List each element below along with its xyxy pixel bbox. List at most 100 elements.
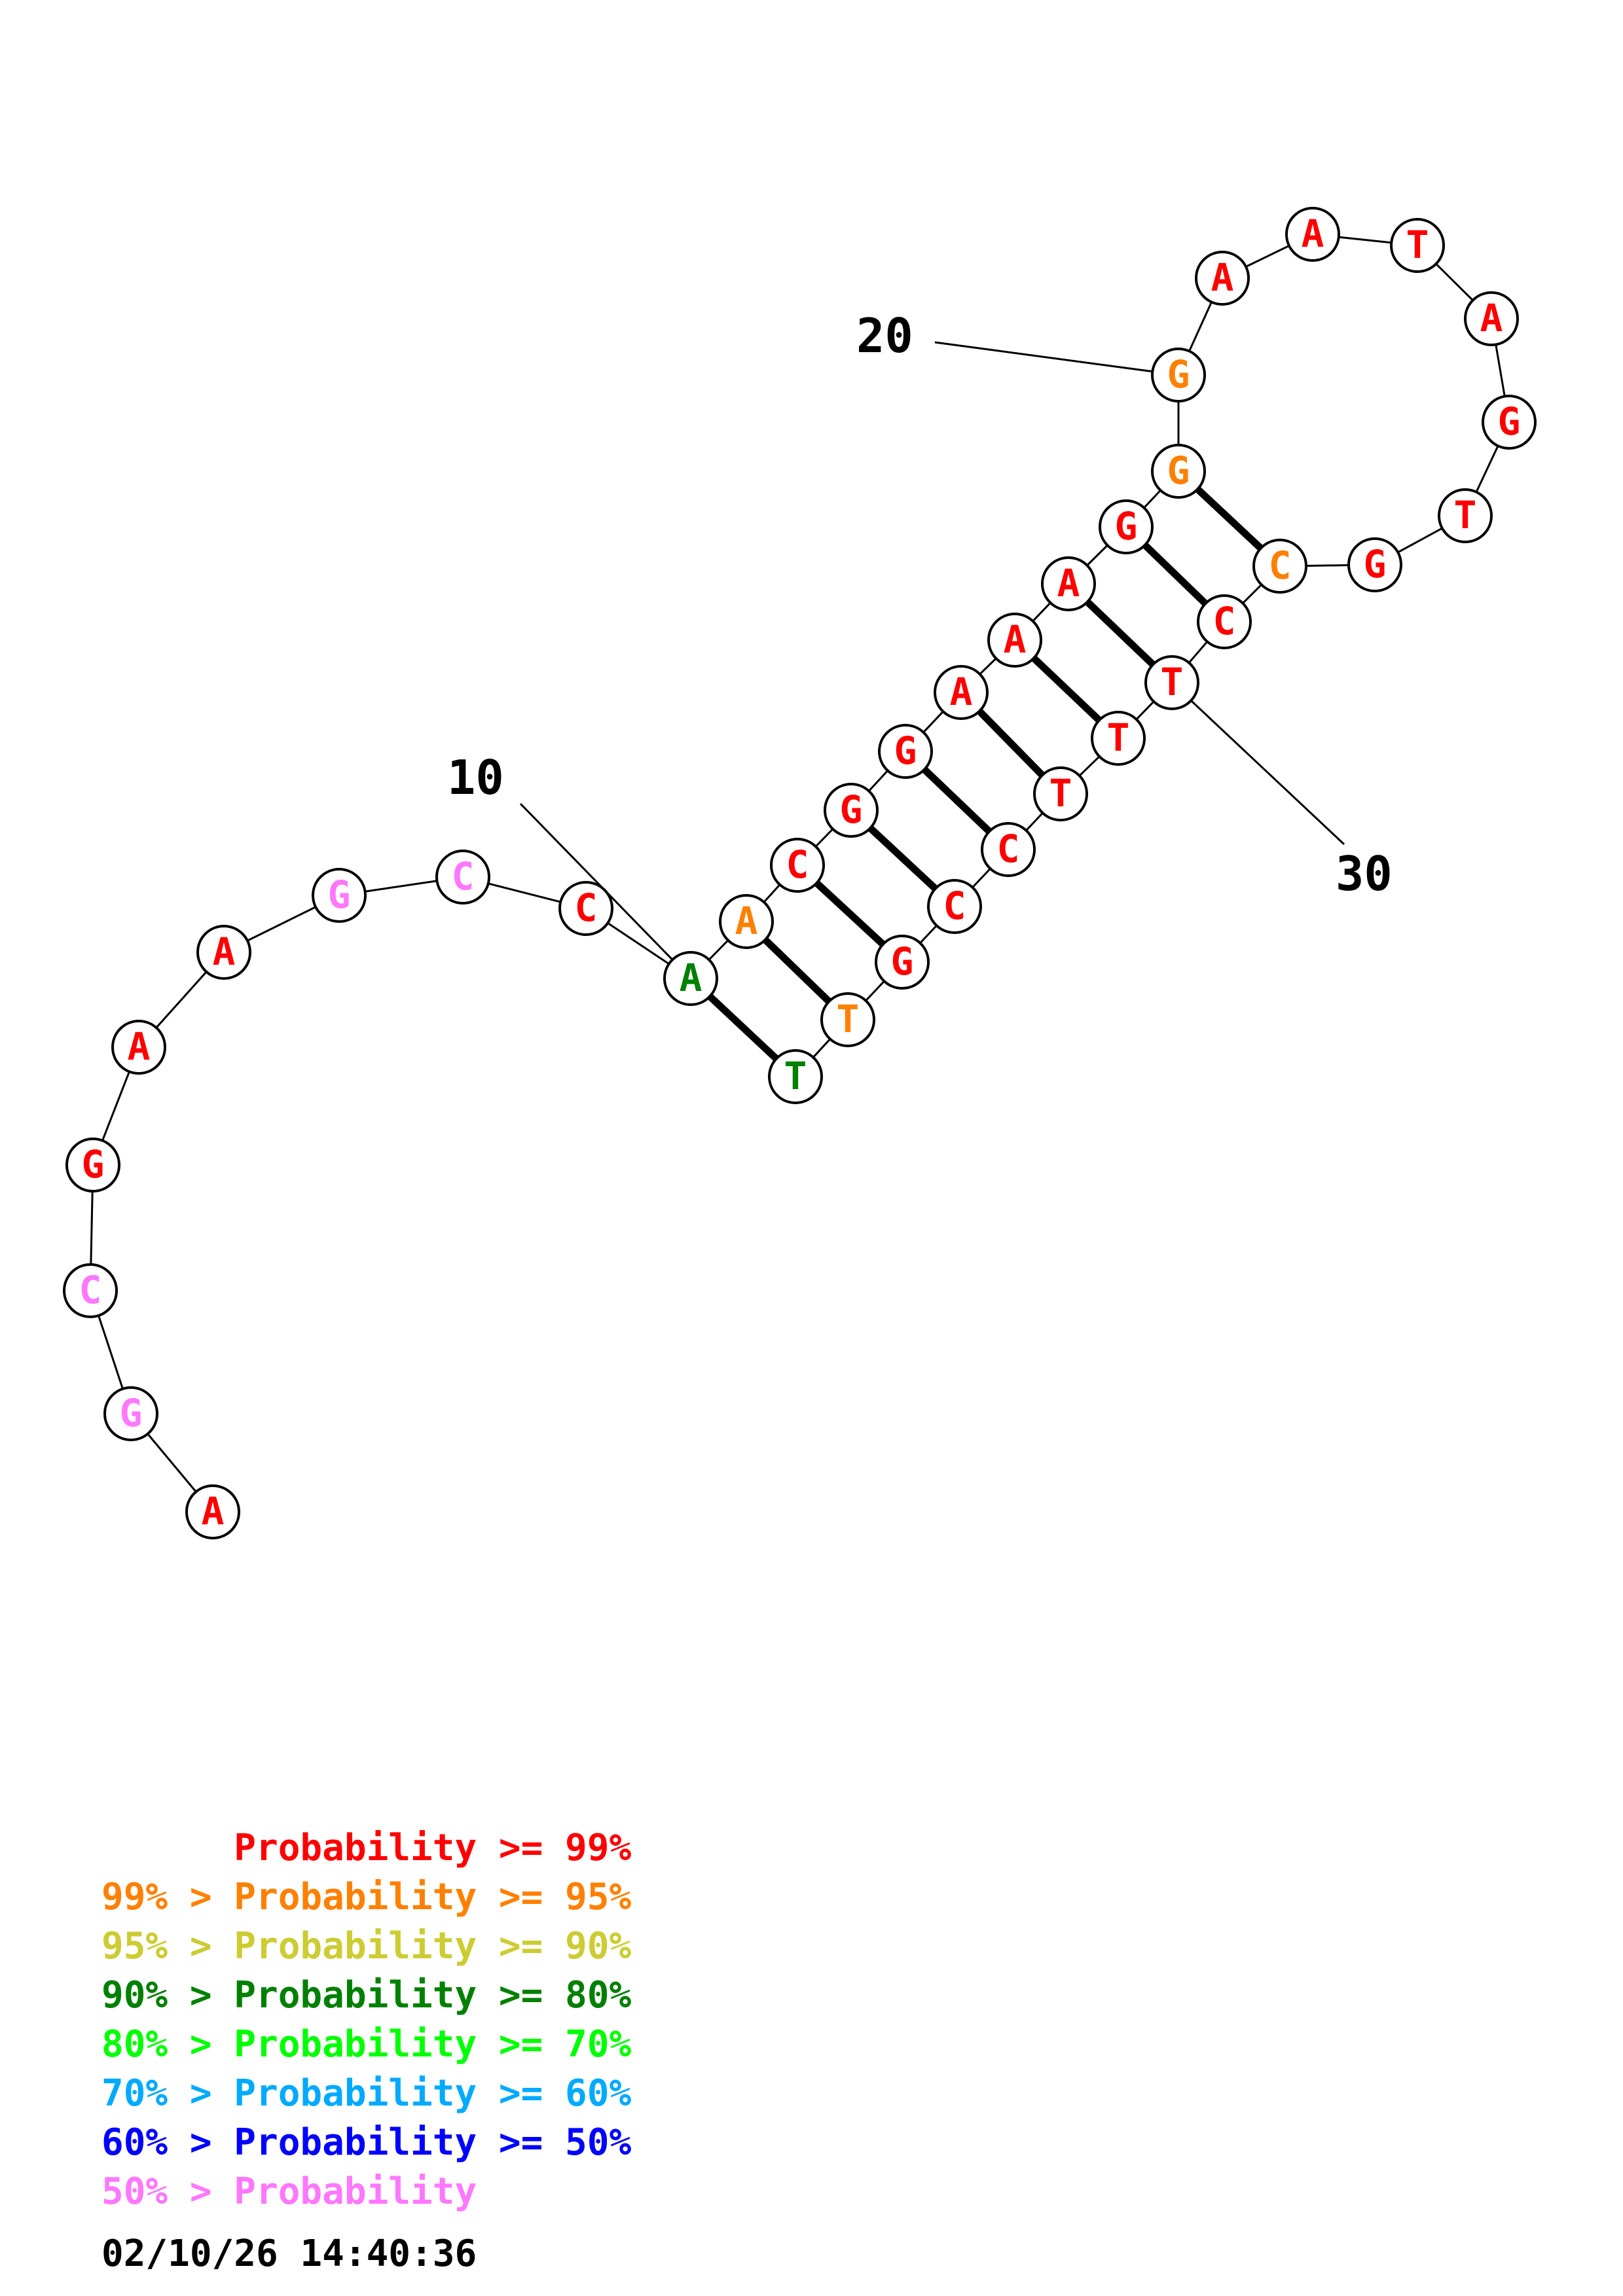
- position-label-30: 30: [1336, 846, 1393, 901]
- nucleotide-circle: [987, 613, 1042, 668]
- nucleotide-letter: T: [837, 997, 860, 1041]
- backbone-segment: [1475, 445, 1499, 493]
- nucleotide-letter: C: [943, 884, 966, 928]
- nucleotide-letter: C: [575, 886, 598, 930]
- nucleotide: G: [824, 783, 879, 838]
- nucleotide: C: [981, 822, 1036, 877]
- nucleotide-circle: [927, 879, 982, 934]
- base-pair-lines: [707, 486, 1264, 1062]
- nucleotide-circle: [1195, 251, 1250, 306]
- nucleotide-circle: [1482, 395, 1537, 450]
- backbone-segment: [1305, 564, 1349, 567]
- backbone-segment: [708, 939, 729, 961]
- backbone-segment: [1338, 236, 1392, 244]
- nucleotide-circle: [981, 822, 1036, 877]
- nucleotide-letter: A: [950, 670, 973, 714]
- backbone-segment: [865, 980, 885, 1001]
- nucleotide-letter: G: [894, 728, 917, 773]
- legend-line-p50: 60% > Probability >= 50%: [101, 2121, 631, 2164]
- nucleotide-letter: A: [735, 899, 758, 943]
- nucleotide-circle: [65, 1138, 120, 1193]
- nucleotide-letter: A: [680, 956, 702, 1000]
- nucleotide: C: [63, 1263, 118, 1318]
- nucleotide: T: [1144, 655, 1199, 710]
- backbone-segment: [1143, 490, 1161, 509]
- nucleotide: T: [1033, 766, 1088, 821]
- probability-legend: Probability >= 99% 99% > Probability >= …: [101, 1827, 631, 2213]
- backbone-lines: [90, 236, 1506, 1493]
- base-pair-line: [922, 766, 992, 834]
- nucleotide-circle: [768, 1049, 823, 1104]
- backbone-segment: [1435, 263, 1474, 301]
- nucleotide-circle: [934, 665, 989, 720]
- backbone-segment: [607, 922, 670, 965]
- nucleotide: A: [719, 894, 774, 949]
- legend-line-p80: 90% > Probability >= 80%: [101, 1974, 631, 2017]
- backbone-segment: [763, 884, 781, 903]
- backbone-segment: [972, 868, 991, 888]
- nucleotide-letter: G: [1498, 399, 1521, 444]
- legend-line-p70: 80% > Probability >= 70%: [101, 2023, 631, 2066]
- nucleotide-circle: [1091, 711, 1146, 766]
- backbone-segment: [812, 1038, 831, 1058]
- nucleotide: G: [1482, 395, 1537, 450]
- nucleotide-letter: A: [1302, 211, 1324, 256]
- nucleotide-circle: [820, 992, 875, 1047]
- nucleotide: A: [1195, 251, 1250, 306]
- nucleotide: T: [1438, 488, 1493, 543]
- nucleotide: A: [1285, 207, 1340, 262]
- nucleotide: G: [1151, 348, 1206, 403]
- nucleotide: A: [1041, 556, 1096, 611]
- nucleotide-letter: C: [997, 827, 1020, 871]
- nucleotide-letter: A: [1057, 561, 1080, 605]
- nucleotide-circle: [435, 850, 490, 905]
- nucleotide-circle: [1347, 537, 1402, 592]
- base-pair-line: [977, 708, 1045, 778]
- nucleotide-circle: [1099, 499, 1154, 554]
- base-pair-line: [762, 937, 832, 1005]
- backbone-segment: [1135, 700, 1155, 721]
- nucleotide-circle: [875, 935, 930, 990]
- backbone-segment: [101, 1071, 130, 1141]
- nucleotide-letter: G: [328, 872, 351, 917]
- nucleotide-circle: [1285, 207, 1340, 262]
- backbone-segment: [1397, 527, 1443, 554]
- nucleotide-letter: T: [784, 1054, 807, 1098]
- nucleotide-letter: G: [1167, 352, 1190, 397]
- legend-line-p95: 99% > Probability >= 95%: [101, 1876, 631, 1918]
- nucleotide-letter: C: [79, 1268, 102, 1312]
- nucleotide-letter: A: [213, 929, 236, 974]
- nucleotide: G: [312, 868, 367, 923]
- position-tick-30: [1190, 700, 1345, 846]
- nucleotide-circle: [1151, 348, 1206, 403]
- backbone-segment: [1245, 245, 1290, 268]
- nucleotide-circle: [1151, 444, 1206, 499]
- backbone-segment: [1242, 584, 1262, 604]
- backbone-segment: [90, 1191, 94, 1265]
- nucleotide: A: [111, 1020, 166, 1075]
- timestamp: 02/10/26 14:40:36: [101, 2233, 477, 2275]
- backbone-segment: [1032, 601, 1051, 622]
- base-pair-line: [1031, 655, 1102, 723]
- position-tick-20: [934, 341, 1153, 373]
- nucleotide-letter: C: [1213, 599, 1236, 643]
- nucleotide: A: [196, 925, 251, 980]
- position-label-20: 20: [856, 308, 913, 363]
- legend-line-p90: 95% > Probability >= 90%: [101, 1925, 631, 1967]
- nucleotide: G: [103, 1386, 158, 1441]
- base-pair-line: [814, 880, 886, 947]
- backbone-segment: [1188, 641, 1209, 664]
- nucleotide: G: [1347, 537, 1402, 592]
- base-pair-line: [867, 825, 938, 891]
- base-pair-line: [1195, 486, 1264, 551]
- nucleotide-circle: [1033, 766, 1088, 821]
- nucleotide: A: [185, 1484, 240, 1539]
- nucleotide-letter: G: [120, 1391, 143, 1435]
- nucleotide-circle: [719, 894, 774, 949]
- backbone-segment: [1025, 812, 1044, 831]
- nucleotide: G: [65, 1138, 120, 1193]
- backbone-segment: [98, 1315, 124, 1390]
- nucleotide-letter: G: [1364, 542, 1387, 586]
- nucleotide: T: [768, 1049, 823, 1104]
